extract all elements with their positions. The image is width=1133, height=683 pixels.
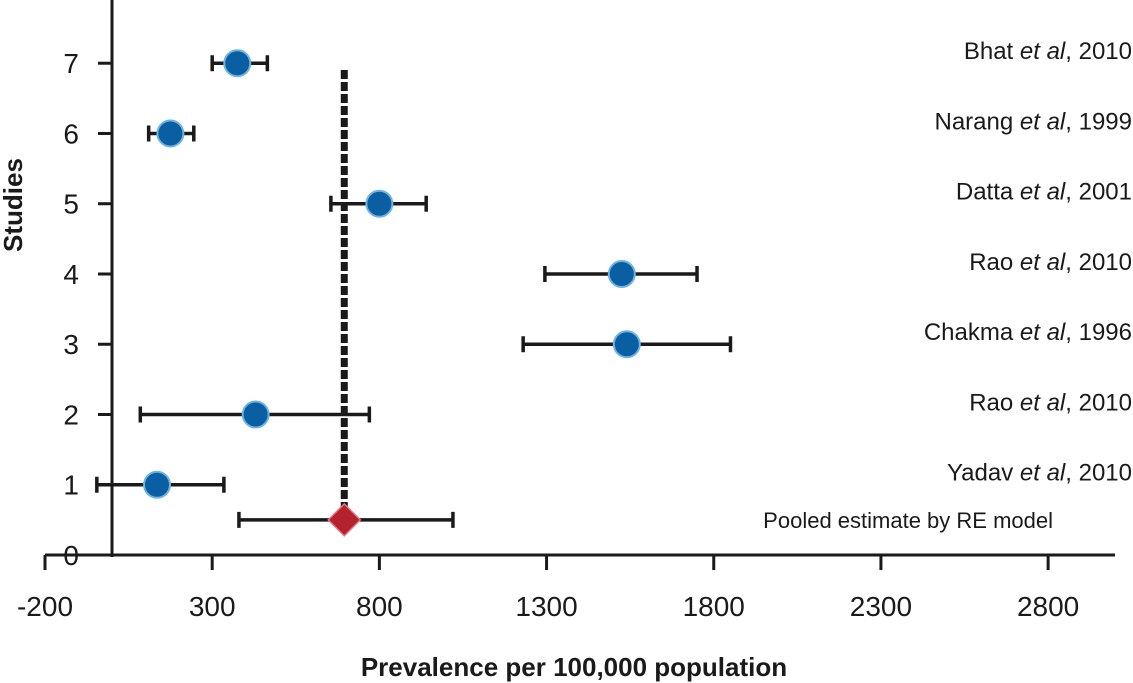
x-tick-label: 300 [189, 591, 236, 622]
study-point [241, 400, 270, 429]
x-tick-label: -200 [17, 591, 73, 622]
y-tick-label: 7 [63, 48, 79, 79]
study-point [156, 119, 185, 148]
study-label: Bhat et al, 2010 [964, 38, 1132, 65]
x-tick-label: 1300 [515, 591, 577, 622]
pooled-label: Pooled estimate by RE model [763, 508, 1053, 533]
study-label: Rao et al, 2010 [969, 249, 1132, 276]
y-tick-label: 4 [63, 259, 79, 290]
y-tick-label: 6 [63, 118, 79, 149]
error-bars-layer [95, 55, 733, 528]
points-layer [143, 49, 641, 537]
study-point [223, 49, 252, 78]
y-tick-label: 0 [63, 540, 79, 571]
study-label: Chakma et al, 1996 [924, 319, 1132, 346]
study-point [365, 189, 394, 218]
labels-layer: Bhat et al, 2010 Narang et al, 1999 Datta … [763, 38, 1132, 533]
study-point [612, 330, 641, 359]
study-label: Narang et al, 1999 [935, 108, 1133, 135]
x-axis-title: Prevalence per 100,000 population [361, 652, 787, 682]
study-label: Rao et al, 2010 [969, 389, 1132, 416]
study-point [143, 470, 172, 499]
y-tick-label: 2 [63, 399, 79, 430]
x-tick-label: 1800 [683, 591, 745, 622]
axes: -200 300 800 1300 1800 2300 2800 0 1 2 3 4 5 6 7 [17, 0, 1115, 622]
y-tick-label: 3 [63, 329, 79, 360]
study-label: Yadav et al, 2010 [947, 460, 1132, 487]
x-tick-label: 800 [356, 591, 403, 622]
study-label: Datta et al, 2001 [956, 179, 1132, 206]
y-tick-label: 5 [63, 189, 79, 220]
x-tick-label: 2300 [850, 591, 912, 622]
pooled-estimate-diamond [327, 502, 362, 537]
study-point [607, 259, 636, 288]
y-axis-title: Studies [0, 158, 28, 252]
x-tick-label: 2800 [1017, 591, 1079, 622]
y-tick-label: 1 [63, 470, 79, 501]
